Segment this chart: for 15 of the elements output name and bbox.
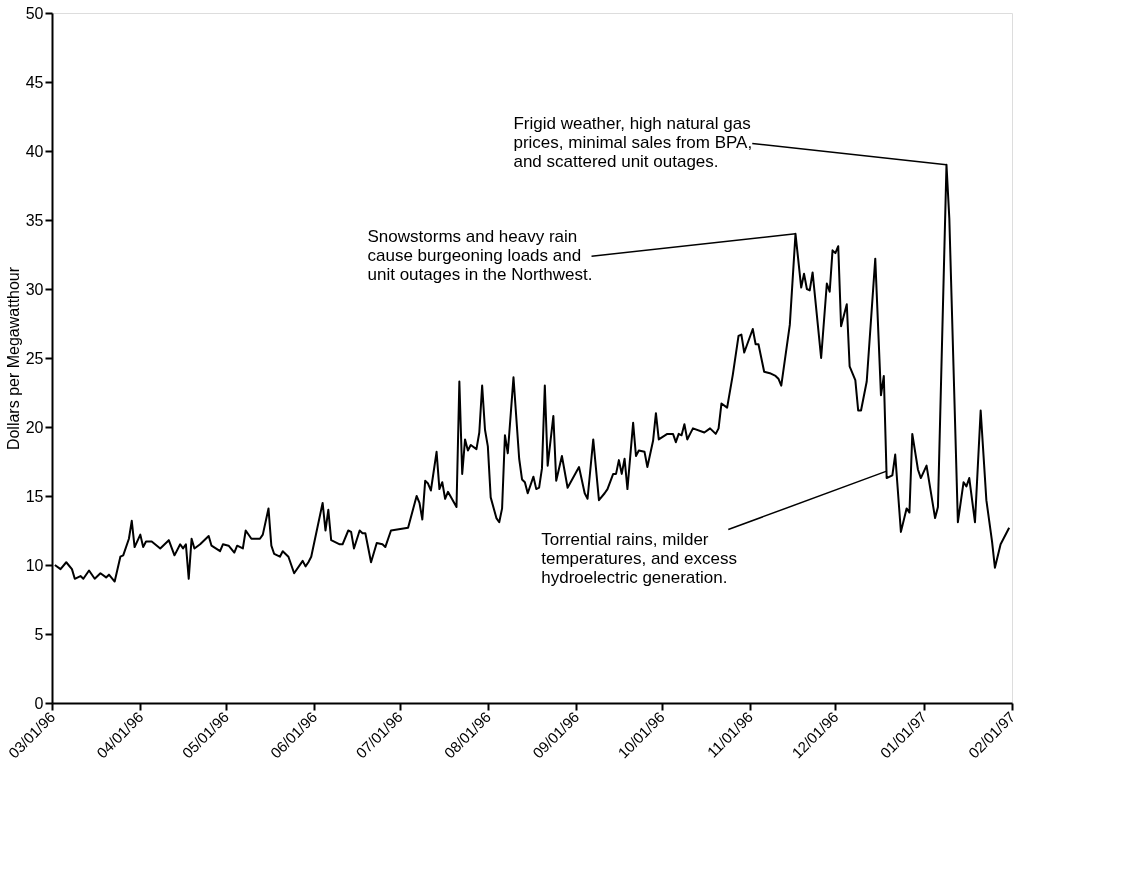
y-tick-label: 5 bbox=[34, 625, 44, 643]
y-tick-label: 50 bbox=[25, 4, 44, 22]
y-tick-label: 40 bbox=[25, 142, 44, 160]
y-tick-label: 15 bbox=[25, 487, 44, 505]
y-tick-label: 0 bbox=[34, 694, 44, 712]
y-tick-label: 25 bbox=[25, 349, 44, 367]
y-tick-label: 45 bbox=[25, 73, 44, 91]
y-tick-label: 10 bbox=[25, 556, 44, 574]
y-tick-label: 30 bbox=[25, 280, 44, 298]
annotation: Torrential rains, milder temperatures, and excess hydroelectric generation. bbox=[541, 530, 737, 588]
y-tick-label: 35 bbox=[25, 211, 44, 229]
annotation: Frigid weather, high natural gas prices, minimal sales from BPA, and scattered unit outages. bbox=[513, 114, 753, 172]
y-axis-title: Dollars per Megawatthour bbox=[4, 266, 22, 451]
annotation: Snowstorms and heavy rain cause burgeoning loads and unit outages in the Northwest. bbox=[367, 227, 593, 285]
y-tick-label: 20 bbox=[25, 418, 44, 436]
